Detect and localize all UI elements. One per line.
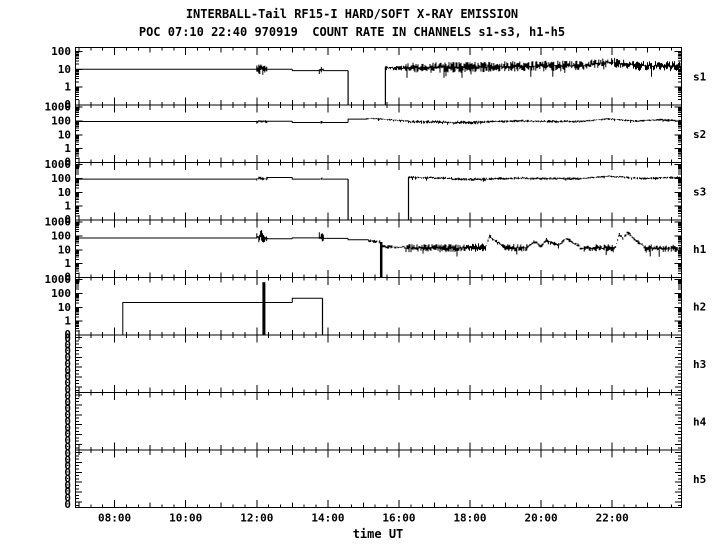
ytick-label-h1: 100 [51,229,71,242]
ytick-zero: 0 [64,402,71,415]
channel-label-s2: s2 [693,128,706,141]
xtick-label: 08:00 [98,512,131,525]
ytick-label-s2: 10 [58,128,71,141]
ytick-zero: 0 [64,491,71,504]
x-ticks [78,47,672,508]
ytick-zero: 0 [64,421,71,434]
panel-s3-trace [75,175,682,220]
ytick-label-h2: 1000 [45,273,72,286]
channel-label-h2: h2 [693,300,706,313]
xtick-label: 22:00 [596,512,629,525]
ytick-zero: 0 [64,370,71,383]
ytick-label-s1: 0 [64,98,71,111]
channel-label-h4: h4 [693,415,707,428]
xtick-label: 12:00 [240,512,273,525]
ytick-label-h2: 100 [51,287,71,300]
ytick-label-s3: 100 [51,172,71,185]
ytick-zero: 0 [64,485,71,498]
panel-h2-trace [75,282,682,335]
y-ticks [75,51,682,506]
panel-s1-trace [75,57,681,105]
ytick-label-s2: 0 [64,156,71,169]
ytick-zero: 0 [64,447,71,460]
ytick-zero: 0 [64,338,71,351]
ytick-label-h1: 0 [64,271,71,284]
ytick-zero: 0 [64,390,71,403]
ytick-zero: 0 [64,351,71,364]
ytick-zero: 0 [64,396,71,409]
ytick-label-s1: 10 [58,63,71,76]
ytick-zero: 0 [64,357,71,370]
ytick-label-s3: 1 [64,200,71,213]
ytick-zero: 0 [64,345,71,358]
ytick-zero: 0 [64,415,71,428]
ytick-zero: 0 [64,383,71,396]
ytick-label-s1: 1 [64,81,71,94]
ytick-label-s2: 1 [64,142,71,155]
channel-label-h1: h1 [693,243,707,256]
ytick-zero: 0 [64,364,71,377]
channel-label-s3: s3 [693,185,706,198]
ytick-zero: 0 [64,479,71,492]
channel-label-h3: h3 [693,358,706,371]
ytick-zero: 0 [64,434,71,447]
ytick-zero: 0 [64,440,71,453]
ytick-label-h1: 1000 [45,216,72,229]
ytick-label-s3: 10 [58,186,71,199]
ytick-label-h2: 1 [64,315,71,328]
panel-h1-trace [75,230,682,278]
ytick-zero: 0 [64,498,71,511]
xtick-label: 18:00 [453,512,486,525]
ytick-label-h2: 10 [58,301,71,314]
xtick-label: 20:00 [525,512,558,525]
channel-label-s1: s1 [693,70,707,83]
xtick-label: 10:00 [169,512,202,525]
chart-subtitle: POC 07:10 22:40 970919 COUNT RATE IN CHA… [138,25,566,39]
ytick-label-s1: 100 [51,45,71,58]
ytick-zero: 0 [64,428,71,441]
channel-label-h5: h5 [693,473,706,486]
xtick-label: 14:00 [311,512,344,525]
plot-frame [75,47,682,508]
x-axis-title: time UT [352,527,404,541]
xtick-label: 16:00 [382,512,415,525]
panel-s2-trace [75,117,682,125]
ytick-zero: 0 [64,472,71,485]
ytick-zero: 0 [64,453,71,466]
ytick-zero: 0 [64,466,71,479]
ytick-zero: 0 [64,460,71,473]
ytick-zero: 0 [64,409,71,422]
ytick-zero: 0 [64,376,71,389]
ytick-label-s2: 1000 [45,101,72,114]
ytick-label-s3: 0 [64,213,71,226]
ytick-zero: 0 [64,332,71,345]
chart-title: INTERBALL-Tail RF15-I HARD/SOFT X-RAY EM… [185,7,519,21]
axis-labels: s11001010s210001001010s310001001010h1100… [45,45,707,525]
ytick-label-s3: 1000 [45,158,72,171]
ytick-label-s2: 100 [51,114,71,127]
ytick-label-h2: 0 [64,328,71,341]
ytick-label-h1: 10 [58,243,71,256]
ytick-label-h1: 1 [64,257,71,270]
